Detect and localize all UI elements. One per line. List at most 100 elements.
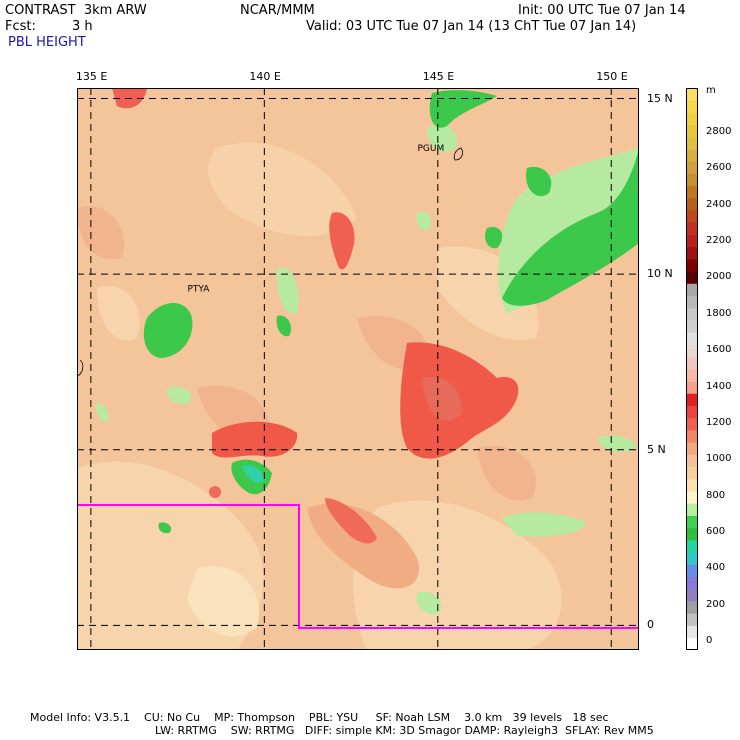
low-pbl-area (429, 90, 497, 128)
colorbar-cell (686, 124, 698, 138)
colorbar-cell (686, 112, 698, 125)
lat-tick-label: 5 N (647, 442, 666, 456)
colorbar-label: 2800 (706, 126, 732, 137)
high-pbl-area (212, 421, 298, 458)
model-info: Model Info: V3.5.1 CU: No Cu MP: Thompso… (30, 711, 609, 724)
colorbar-cell (686, 369, 698, 382)
low-pbl-area (427, 124, 457, 152)
low-pbl-area (597, 435, 637, 453)
station-label: PTYA (187, 285, 210, 295)
colorbar-label: 2400 (706, 198, 732, 210)
colorbar-cell (686, 393, 698, 406)
colorbar-cell (686, 613, 698, 626)
lon-tick-label: 150 E (596, 70, 628, 83)
colorbar-cell (686, 601, 698, 614)
place-labels: PGUM PTYA (187, 144, 444, 295)
colorbar-cell (686, 466, 698, 480)
colorbar-label: 2600 (706, 162, 732, 174)
inner-domain-boundary (77, 504, 639, 629)
forecast-hour: 3 h (72, 19, 93, 34)
colorbar-cell (686, 588, 698, 602)
low-pbl-area (416, 591, 442, 615)
colorbar-cell (686, 527, 698, 541)
model-physics: LW: RRTMG SW: RRTMG DIFF: simple KM: 3D … (155, 724, 654, 737)
colorbar-cell (686, 136, 698, 150)
colorbar-label: 800 (706, 489, 726, 501)
colorbar-cell (686, 442, 698, 455)
colorbar-cell (686, 540, 698, 553)
colorbar-cell (686, 491, 698, 504)
high-pbl-core (422, 377, 462, 421)
colorbar-label: 1600 (706, 344, 732, 356)
colorbar-cell (686, 222, 698, 235)
lat-lon-grid (77, 88, 639, 650)
low-pbl-area (276, 315, 292, 337)
low-pbl-area (485, 227, 503, 249)
dark-zone (77, 206, 125, 259)
colorbar-label: 400 (706, 562, 726, 574)
init-time: Init: 00 UTC Tue 07 Jan 14 (518, 3, 686, 18)
station-label: PGUM (417, 144, 444, 154)
light-zone (208, 142, 357, 237)
map-frame (77, 88, 639, 650)
lon-tick-label: 145 E (422, 70, 455, 83)
valid-time: Valid: 03 UTC Tue 07 Jan 14 (13 ChT Tue … (306, 19, 637, 34)
colorbar-cell (686, 173, 698, 187)
forecast-label: Fcst: (5, 19, 36, 34)
org-label: NCAR/MMM (240, 3, 315, 18)
light-zone (353, 500, 562, 650)
colorbar-cell (686, 381, 698, 394)
colorbar-cell (686, 307, 698, 321)
lat-tick-label: 15 N (647, 91, 673, 105)
colorbar-cell (686, 515, 698, 529)
low-pbl-area (166, 386, 192, 404)
colorbar-cell (686, 295, 698, 309)
low-pbl-area (96, 403, 109, 423)
colorbar-cell (686, 210, 698, 223)
lon-tick-label: 135 E (75, 70, 108, 83)
model-title: CONTRAST 3km ARW (5, 3, 147, 18)
colorbar-cell (686, 259, 698, 272)
colorbar-cell (686, 161, 698, 174)
colorbar-label: 200 (706, 598, 726, 610)
dark-zone (477, 446, 536, 501)
colorbar-unit: m (706, 85, 716, 96)
colorbar-cell (686, 625, 698, 639)
coastline-west (77, 359, 84, 377)
low-pbl-area (143, 303, 193, 358)
colorbar-cell (686, 478, 698, 492)
colorbar-label: 0 (706, 635, 713, 646)
colorbar-cell (686, 271, 698, 284)
colorbar-cell (686, 320, 698, 333)
colorbar-label: 1000 (706, 453, 732, 465)
colorbar-cell (686, 405, 698, 419)
high-pbl-area (325, 498, 377, 544)
low-pbl-area (502, 512, 587, 537)
colorbar-cell (686, 503, 698, 516)
colorbar-cell (686, 576, 698, 590)
light-zone (187, 566, 259, 637)
lat-tick-label: 0 (647, 618, 654, 632)
lat-tick-label: 10 N (647, 267, 673, 281)
lon-tick-label: 140 E (249, 70, 281, 83)
colorbar-cell (686, 430, 698, 443)
colorbar-cell (686, 344, 698, 358)
colorbar-label: 1400 (706, 380, 732, 392)
high-pbl-area (329, 212, 355, 270)
coastline-guam (453, 147, 463, 161)
low-pbl-area (416, 211, 432, 231)
pbl-height-map: PGUM PTYA (77, 88, 639, 650)
colorbar-cell (686, 100, 698, 113)
colorbar-cell (686, 185, 698, 199)
colorbar-label: 600 (706, 525, 726, 537)
dark-zone (307, 503, 419, 589)
colorbar-cell (686, 246, 698, 260)
colorbar-cell (686, 197, 698, 211)
low-pbl-area (276, 267, 299, 314)
colorbar-cell (686, 417, 698, 431)
colorbar-label: 2000 (706, 271, 732, 283)
colorbar-cell (686, 552, 698, 565)
colorbar-cell (686, 564, 698, 577)
colorbar-label: 2200 (706, 235, 732, 247)
colorbar-label: 1800 (706, 307, 732, 319)
